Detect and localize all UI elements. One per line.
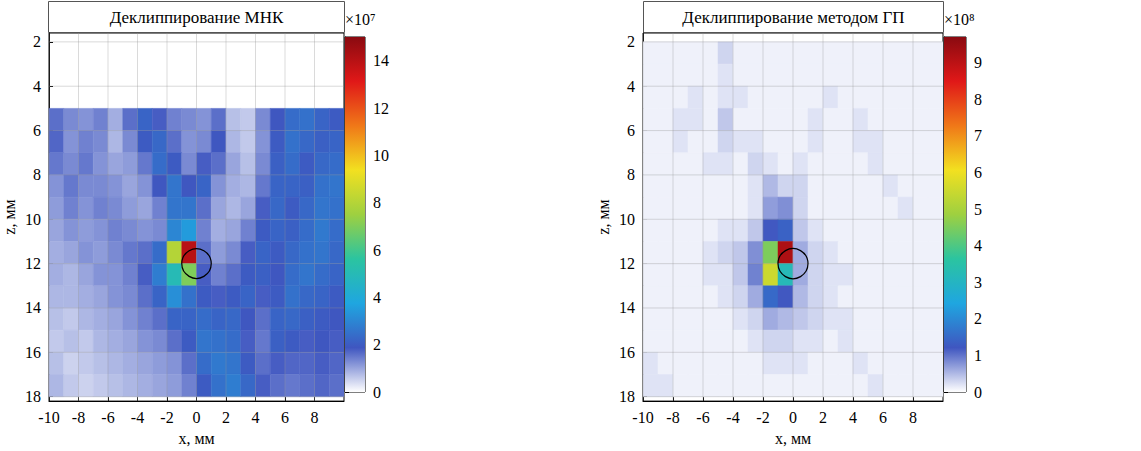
- svg-text:2: 2: [627, 33, 635, 50]
- svg-text:4: 4: [252, 409, 260, 426]
- svg-text:×10⁸: ×10⁸: [944, 11, 975, 28]
- svg-text:4: 4: [974, 237, 982, 254]
- svg-text:-8: -8: [72, 409, 85, 426]
- svg-text:2: 2: [819, 409, 827, 426]
- svg-text:x, мм: x, мм: [178, 430, 214, 447]
- svg-text:-4: -4: [726, 409, 739, 426]
- svg-text:z, мм: z, мм: [1, 199, 18, 234]
- svg-text:8: 8: [311, 409, 319, 426]
- svg-text:2: 2: [222, 409, 230, 426]
- svg-text:6: 6: [974, 164, 982, 181]
- svg-text:16: 16: [25, 344, 41, 361]
- svg-text:16: 16: [619, 344, 635, 361]
- svg-text:8: 8: [909, 409, 917, 426]
- svg-text:10: 10: [619, 211, 635, 228]
- svg-text:4: 4: [849, 409, 857, 426]
- svg-text:6: 6: [627, 122, 635, 139]
- svg-text:10: 10: [373, 147, 389, 164]
- svg-text:14: 14: [25, 299, 41, 316]
- svg-text:0: 0: [974, 384, 982, 401]
- svg-text:-2: -2: [160, 409, 173, 426]
- svg-text:3: 3: [974, 274, 982, 291]
- svg-text:8: 8: [373, 194, 381, 211]
- svg-text:0: 0: [789, 409, 797, 426]
- svg-text:12: 12: [25, 255, 41, 272]
- svg-text:6: 6: [33, 122, 41, 139]
- svg-text:2: 2: [373, 336, 381, 353]
- svg-text:7: 7: [974, 127, 982, 144]
- svg-text:8: 8: [974, 91, 982, 108]
- svg-text:4: 4: [627, 78, 635, 95]
- svg-text:-8: -8: [666, 409, 679, 426]
- svg-text:8: 8: [627, 166, 635, 183]
- svg-text:-6: -6: [101, 409, 114, 426]
- svg-text:-2: -2: [756, 409, 769, 426]
- svg-text:2: 2: [974, 310, 982, 327]
- svg-text:18: 18: [619, 388, 635, 405]
- svg-text:z, мм: z, мм: [595, 199, 612, 234]
- svg-text:10: 10: [25, 211, 41, 228]
- svg-text:×10⁷: ×10⁷: [345, 11, 376, 28]
- svg-text:0: 0: [193, 409, 201, 426]
- svg-text:4: 4: [33, 78, 41, 95]
- svg-text:-10: -10: [632, 409, 653, 426]
- svg-text:-10: -10: [38, 409, 59, 426]
- svg-text:-4: -4: [131, 409, 144, 426]
- svg-text:14: 14: [373, 52, 389, 69]
- svg-text:x, мм: x, мм: [775, 430, 811, 447]
- svg-text:12: 12: [373, 100, 389, 117]
- svg-text:-6: -6: [696, 409, 709, 426]
- svg-text:0: 0: [373, 384, 381, 401]
- svg-text:6: 6: [879, 409, 887, 426]
- svg-text:1: 1: [974, 347, 982, 364]
- svg-text:Деклиппирование методом ГП: Деклиппирование методом ГП: [682, 8, 904, 27]
- svg-text:6: 6: [373, 242, 381, 259]
- svg-text:9: 9: [974, 54, 982, 71]
- svg-text:6: 6: [281, 409, 289, 426]
- svg-text:14: 14: [619, 299, 635, 316]
- svg-text:5: 5: [974, 201, 982, 218]
- svg-text:8: 8: [33, 166, 41, 183]
- svg-text:18: 18: [25, 388, 41, 405]
- svg-text:Деклиппирование МНК: Деклиппирование МНК: [110, 8, 284, 27]
- svg-text:4: 4: [373, 289, 381, 306]
- svg-text:2: 2: [33, 33, 41, 50]
- svg-text:12: 12: [619, 255, 635, 272]
